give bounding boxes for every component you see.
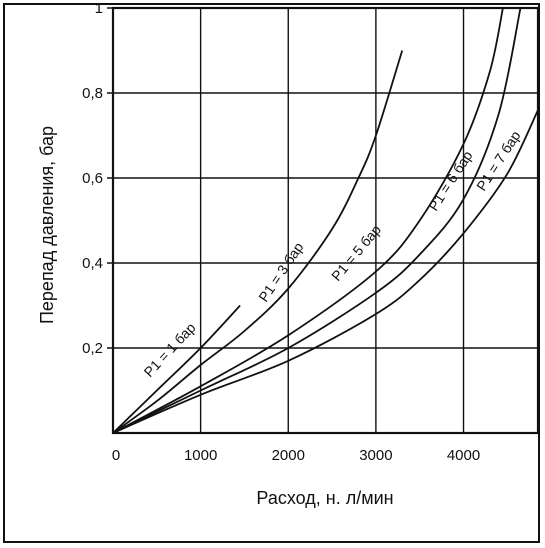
y-tick-label-3: 0,8 xyxy=(82,85,103,102)
series-line-1 xyxy=(113,304,241,433)
y-tick-label-1: 0,4 xyxy=(82,255,103,272)
x-tick-label-1: 1000 xyxy=(184,447,217,464)
tick-labels: 0 1000 2000 3000 4000 0,2 0,4 0,6 0,8 1 xyxy=(82,0,480,464)
series-label-1: P1 = 1 бар xyxy=(140,319,198,380)
grid xyxy=(107,6,540,435)
series-line-4 xyxy=(113,8,522,433)
series-line-3 xyxy=(113,8,504,433)
series-label-5: P1 = 7 бар xyxy=(473,128,524,194)
x-tick-label-3: 3000 xyxy=(359,447,392,464)
y-tick-label-0: 0,2 xyxy=(82,340,103,357)
series-label-2: P1 = 3 бар xyxy=(255,239,306,305)
x-axis-label: Расход, н. л/мин xyxy=(256,488,393,508)
x-tick-label-4: 4000 xyxy=(447,447,480,464)
series-lines xyxy=(113,8,538,433)
series-label-4: P1 = 6 бар xyxy=(425,148,476,214)
series-line-5 xyxy=(113,109,538,433)
x-tick-label-0: 0 xyxy=(112,447,120,464)
y-tick-label-4: 1 xyxy=(95,0,103,17)
x-tick-label-2: 2000 xyxy=(272,447,305,464)
y-axis-label: Перепад давления, бар xyxy=(37,126,57,324)
plot-border xyxy=(111,6,540,435)
series-line-2 xyxy=(113,50,404,433)
y-tick-label-2: 0,6 xyxy=(82,170,103,187)
